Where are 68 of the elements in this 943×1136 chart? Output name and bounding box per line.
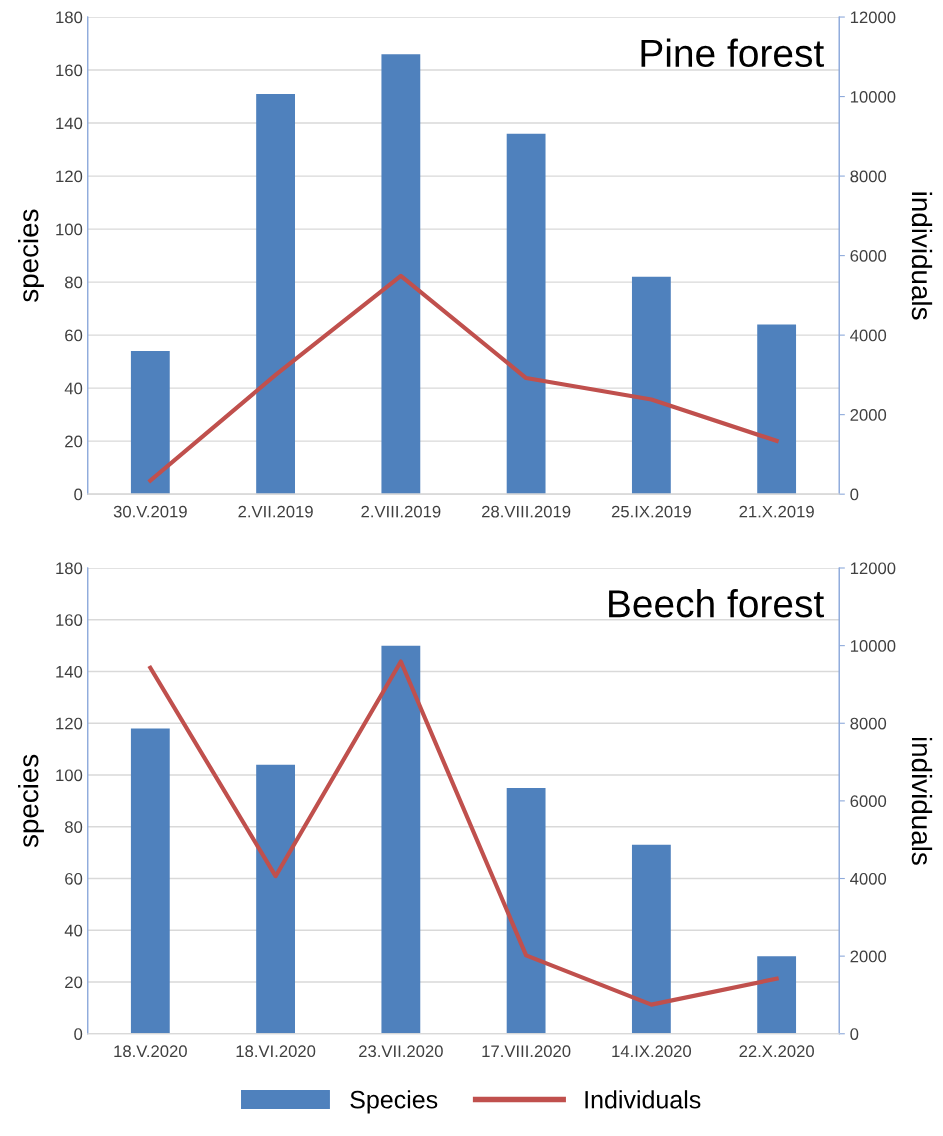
y-axis-title: species (18, 209, 44, 302)
legend-label: Individuals (585, 1090, 701, 1109)
y2-axis-title: individuals (911, 737, 933, 865)
bar (381, 645, 421, 1034)
y2-axis-title: individuals (911, 192, 933, 320)
y2-tick-label: 4000 (850, 329, 887, 342)
y-tick-label: 120 (56, 717, 83, 730)
bar (506, 133, 546, 495)
y-tick-label: 140 (56, 665, 83, 678)
y2-tick-label: 10000 (850, 90, 896, 103)
y2-tick-label: 6000 (850, 795, 887, 808)
chart-title: Pine forest (641, 38, 824, 68)
y-tick-label: 140 (56, 117, 83, 130)
y-tick-label: 180 (56, 562, 83, 575)
y-tick-label: 0 (74, 488, 83, 501)
y2-tick-label: 6000 (850, 250, 887, 262)
y-tick-label: 120 (56, 170, 83, 183)
bar (506, 787, 546, 1034)
y2-tick-label: 0 (850, 488, 859, 501)
y2-tick-label: 12000 (850, 11, 896, 24)
bar (130, 351, 170, 495)
y2-tick-label: 2000 (850, 409, 887, 421)
y-tick-label: 40 (64, 924, 83, 937)
x-tick-label: 17.VIII.2020 (482, 1045, 571, 1058)
bar (256, 93, 296, 495)
x-tick-label: 21.X.2019 (739, 505, 814, 518)
y-tick-label: 20 (65, 976, 83, 989)
bar (631, 276, 671, 495)
y-tick-label: 160 (56, 614, 83, 626)
y-tick-label: 60 (65, 872, 83, 885)
x-tick-label: 25.IX.2019 (611, 505, 691, 518)
x-tick-label: 2.VII.2019 (238, 505, 313, 518)
x-tick-label: 22.X.2020 (739, 1045, 814, 1058)
bar (130, 728, 170, 1034)
bar (757, 956, 797, 1034)
y2-tick-label: 8000 (850, 170, 887, 183)
y-tick-label: 100 (56, 223, 83, 236)
y2-tick-label: 2000 (850, 950, 887, 963)
y2-tick-label: 10000 (850, 640, 896, 652)
y2-tick-label: 0 (850, 1028, 859, 1040)
y-tick-label: 20 (65, 435, 83, 448)
y-tick-label: 60 (65, 329, 83, 342)
chart-title: Beech forest (609, 588, 824, 618)
x-tick-label: 23.VII.2020 (359, 1045, 443, 1058)
y2-tick-label: 12000 (850, 562, 896, 575)
x-tick-label: 14.IX.2020 (612, 1045, 692, 1058)
y-tick-label: 160 (56, 64, 83, 77)
line-series (148, 659, 779, 1007)
bar (757, 324, 797, 495)
x-tick-label: 18.V.2020 (114, 1045, 187, 1058)
x-tick-label: 30.V.2019 (113, 505, 187, 518)
bar (256, 764, 296, 1034)
legend-label: Species (350, 1090, 438, 1114)
bar (381, 54, 421, 495)
y-axis-title: species (18, 754, 44, 848)
y-tick-label: 40 (64, 382, 83, 395)
y2-tick-label: 8000 (850, 717, 887, 730)
bar (631, 844, 671, 1034)
y-tick-label: 180 (56, 11, 83, 24)
x-tick-label: 28.VIII.2019 (482, 505, 571, 518)
x-tick-label: 2.VIII.2019 (361, 505, 441, 518)
line-series (148, 273, 779, 483)
y-tick-label: 80 (65, 276, 83, 289)
y-tick-label: 0 (74, 1028, 83, 1040)
y-tick-label: 80 (65, 821, 83, 833)
x-tick-label: 18.VI.2020 (236, 1045, 316, 1058)
y2-tick-label: 4000 (850, 872, 887, 885)
y-tick-label: 100 (56, 769, 83, 782)
